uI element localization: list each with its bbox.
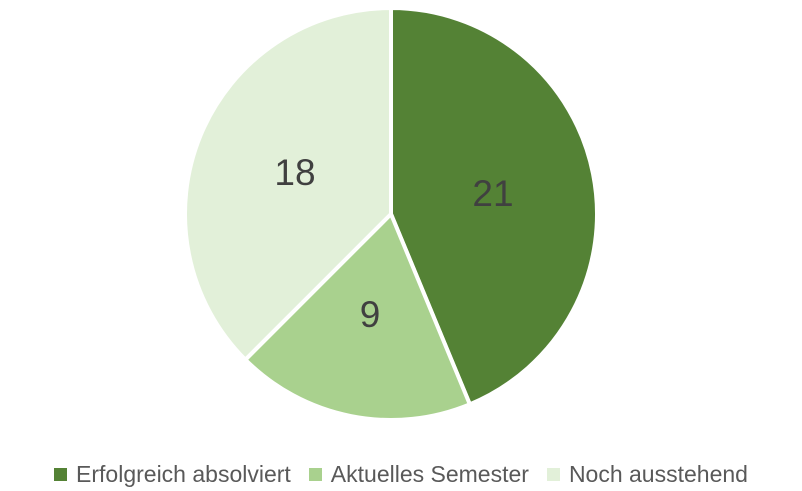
pie-slices xyxy=(183,6,599,422)
pie-slice-erfolgreich xyxy=(389,6,599,407)
legend-swatch xyxy=(546,467,560,481)
chart-legend: Erfolgreich absolviert Aktuelles Semeste… xyxy=(0,458,802,490)
data-label: 9 xyxy=(360,294,381,335)
legend-item-noch-ausstehend: Noch ausstehend xyxy=(546,460,748,488)
legend-label: Erfolgreich absolviert xyxy=(76,460,291,487)
pie-slice-aktuelles-semester xyxy=(243,212,472,422)
legend-item-aktuelles-semester: Aktuelles Semester xyxy=(308,460,529,488)
legend-label: Aktuelles Semester xyxy=(330,460,529,487)
pie-slice-noch-ausstehend xyxy=(183,6,393,362)
legend-label: Noch ausstehend xyxy=(568,460,748,487)
data-label: 18 xyxy=(274,152,315,193)
data-label: 21 xyxy=(472,173,513,214)
legend-swatch xyxy=(54,467,68,481)
pie-data-labels: 21 9 18 xyxy=(274,152,513,335)
legend-item-erfolgreich: Erfolgreich absolviert xyxy=(54,461,291,488)
legend-swatch xyxy=(308,467,322,481)
